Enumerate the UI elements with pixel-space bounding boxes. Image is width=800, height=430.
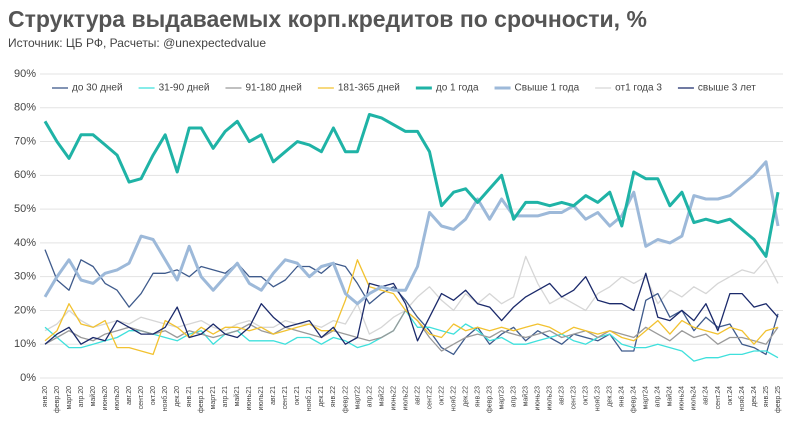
legend-label: Свыше 1 года (515, 83, 580, 94)
y-tick-label: 10% (14, 338, 36, 350)
x-tick-label: дек.23 (607, 386, 614, 407)
x-tick-label: янв.25 (763, 386, 770, 407)
x-tick-label: авг.23 (559, 386, 566, 405)
x-tick-label: окт.20 (150, 386, 157, 405)
x-tick-label: июнь20 (102, 386, 109, 411)
y-tick-label: 60% (14, 169, 36, 181)
x-tick-label: апр.23 (510, 386, 517, 407)
x-tick-label: авг.24 (703, 386, 710, 405)
x-tick-label: апр.22 (366, 386, 373, 407)
x-tick-label: окт.24 (727, 386, 734, 405)
x-tick-label: март22 (354, 386, 361, 410)
series-line (43, 113, 780, 258)
x-tick-label: янв.22 (330, 386, 337, 407)
x-tick-label: май23 (521, 386, 529, 407)
x-tick-label: февр.24 (631, 386, 638, 413)
x-tick-label: дек.21 (318, 386, 325, 407)
y-tick-label: 70% (14, 135, 36, 147)
x-tick-label: июнь23 (535, 386, 542, 411)
x-tick-label: дек.22 (462, 386, 469, 407)
x-tick-label: февр.21 (198, 386, 205, 413)
x-tick-label: сент.23 (571, 386, 578, 410)
x-tick-label: янв.23 (474, 386, 481, 407)
y-tick-label: 30% (14, 271, 36, 283)
legend-label: до 30 дней (72, 83, 123, 94)
x-tick-label: март20 (66, 386, 73, 410)
y-tick-label: 40% (14, 237, 36, 249)
series-line (44, 249, 779, 356)
x-tick-label: май20 (89, 386, 97, 407)
x-tick-label: июль21 (258, 386, 265, 411)
x-tick-label: янв.24 (619, 386, 626, 407)
x-tick-label: июль24 (691, 386, 698, 411)
series-line (44, 309, 779, 352)
legend-label: свыше 3 лет (698, 83, 756, 94)
x-tick-label: март21 (210, 386, 217, 410)
x-tick-label: июнь21 (246, 386, 253, 411)
legend-label: от1 года 3 (615, 83, 662, 94)
legend-label: 181-365 дней (338, 83, 400, 94)
x-tick-label: сент.22 (426, 386, 433, 410)
x-tick-label: февр.20 (54, 386, 61, 413)
x-tick-label: нояб.22 (449, 386, 457, 411)
chart-title: Структура выдаваемых корп.кредитов по ср… (8, 6, 647, 32)
x-tick-label: авг.20 (126, 386, 133, 405)
x-tick-label: авг.22 (414, 386, 421, 405)
legend-label: до 1 года (436, 83, 479, 94)
y-tick-label: 20% (14, 304, 36, 316)
x-tick-label: июль22 (402, 386, 409, 411)
x-tick-label: авг.21 (270, 386, 277, 405)
x-tick-label: февр.22 (342, 386, 349, 413)
x-tick-label: апр.21 (222, 386, 229, 407)
x-tick-label: нояб.24 (738, 386, 746, 411)
x-tick-label: май22 (377, 386, 385, 407)
x-tick-label: окт.22 (438, 386, 445, 405)
y-tick-label: 50% (14, 203, 36, 215)
x-tick-label: нояб.23 (594, 386, 602, 411)
x-tick-label: дек.24 (751, 386, 758, 407)
x-tick-label: март23 (498, 386, 505, 410)
x-tick-label: нояб.20 (161, 386, 169, 411)
x-tick-label: нояб.21 (305, 386, 313, 411)
series-line (44, 309, 779, 362)
x-tick-label: июнь24 (679, 386, 686, 411)
x-tick-label: июль20 (114, 386, 121, 411)
x-tick-label: окт.23 (583, 386, 590, 405)
y-tick-label: 0% (20, 372, 36, 384)
y-tick-label: 90% (14, 68, 36, 80)
x-tick-label: янв.20 (42, 386, 49, 407)
x-tick-label: дек.20 (174, 386, 181, 407)
x-tick-label: февр.25 (775, 386, 782, 413)
x-tick-label: март24 (643, 386, 650, 410)
x-tick-label: май24 (666, 386, 674, 407)
x-tick-label: сент.20 (138, 386, 145, 410)
x-tick-label: апр.24 (655, 386, 662, 407)
y-tick-label: 80% (14, 102, 36, 114)
series-line (44, 272, 779, 345)
x-tick-label: янв.21 (186, 386, 193, 407)
x-tick-label: июль23 (547, 386, 554, 411)
x-tick-label: июнь22 (390, 386, 397, 411)
x-tick-label: февр.23 (486, 386, 493, 413)
series-line (44, 259, 779, 356)
x-tick-label: апр.20 (78, 386, 85, 407)
legend-label: 91-180 дней (245, 83, 301, 94)
x-tick-label: сент.21 (282, 386, 289, 410)
legend-label: 31-90 дней (159, 83, 210, 94)
x-tick-label: май21 (233, 386, 241, 407)
chart-subtitle: Источник: ЦБ РФ, Расчеты: @unexpectedval… (8, 36, 266, 50)
x-tick-label: сент.24 (715, 386, 722, 410)
x-tick-label: окт.21 (294, 386, 301, 405)
series-line (43, 160, 780, 306)
